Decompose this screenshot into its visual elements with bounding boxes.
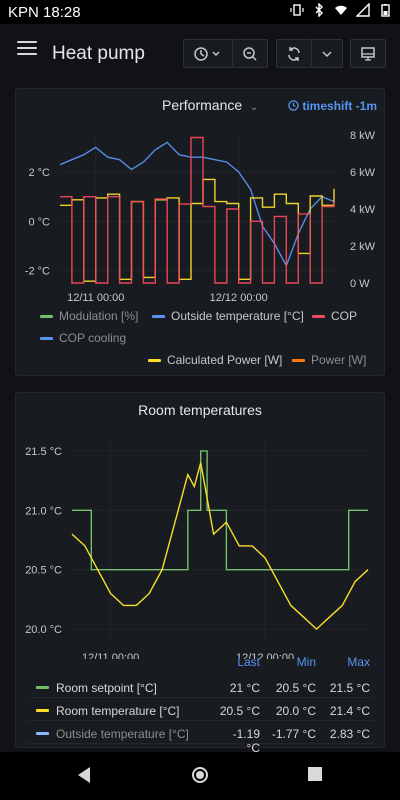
y-right-tick-label: 0 W — [350, 278, 370, 290]
performance-title[interactable]: Performance ⌄ — [162, 97, 258, 113]
y-right-tick-label: 2 kW — [350, 241, 376, 253]
legend-label: Power [W] — [311, 353, 367, 367]
table-header-last[interactable]: Last — [237, 655, 260, 669]
x-tick-label: 12/12 00:00 — [210, 292, 268, 304]
signal-icon — [356, 3, 370, 17]
room-temperatures-chart[interactable]: 21.5 °C 21.0 °C 20.5 °C 20.0 °C 12/11 00:00 1… — [16, 429, 386, 659]
legend-label: Outside temperature [°C] — [171, 309, 304, 323]
legend-label: COP — [331, 309, 358, 323]
zoom-out-icon — [243, 46, 257, 61]
refresh-button[interactable] — [276, 39, 312, 68]
legend-label: Modulation [%] — [59, 309, 139, 323]
legend-label: Calculated Power [W] — [167, 353, 283, 367]
y-tick-label: 21.5 °C — [25, 446, 62, 458]
status-bar: KPN 18:28 — [0, 0, 400, 24]
performance-title-text: Performance — [162, 97, 243, 113]
y-left-tick-label: -2 °C — [25, 266, 50, 278]
time-picker-button[interactable] — [183, 39, 233, 68]
zoom-out-button[interactable] — [232, 39, 268, 68]
value-max: 21.5 °C — [329, 681, 370, 695]
legend-row-outside-temperature[interactable]: Outside temperature [°C] -1.19 °C -1.77 … — [28, 723, 374, 755]
value-min: 20.5 °C — [275, 681, 316, 695]
room-temperatures-panel: Room temperatures 21.5 °C 21.0 °C 20.5 °C 2… — [15, 392, 386, 755]
series-line-outside-temperature-c — [59, 141, 335, 268]
clock-icon — [194, 46, 220, 61]
series-line-room-setpoint-c — [72, 450, 368, 571]
monitor-icon — [361, 46, 375, 61]
wifi-icon — [335, 5, 347, 15]
y-tick-label: 20.5 °C — [25, 565, 62, 577]
back-icon[interactable] — [76, 766, 92, 784]
x-tick-label: 12/11 00:00 — [82, 652, 139, 659]
x-tick-label: 12/12 00:00 — [236, 652, 294, 659]
legend-cop-cooling[interactable]: COP cooling — [40, 331, 126, 345]
legend-modulation[interactable]: Modulation [%] — [40, 309, 138, 323]
home-icon[interactable] — [191, 766, 209, 784]
carrier-time: KPN 18:28 — [8, 4, 81, 21]
y-left-tick-label: 0 °C — [28, 216, 50, 228]
dashboard-title: Heat pump — [52, 43, 145, 64]
table-header-max[interactable]: Max — [347, 655, 370, 669]
y-right-tick-label: 8 kW — [350, 130, 376, 142]
menu-icon[interactable] — [17, 41, 37, 57]
refresh-interval-button[interactable] — [311, 39, 343, 68]
chevron-down-icon — [322, 50, 332, 57]
legend-row-room-temperature[interactable]: Room temperature [°C] 20.5 °C 20.0 °C 21… — [28, 700, 374, 721]
clock-icon — [288, 100, 299, 111]
timeshift-text: timeshift -1m — [302, 99, 378, 113]
y-tick-label: 20.0 °C — [25, 624, 62, 636]
series-line-room-temperature-c — [71, 462, 369, 631]
value-last: 20.5 °C — [219, 704, 260, 718]
performance-chart[interactable]: 2 °C 0 °C -2 °C 8 kW 6 kW 4 kW 2 kW 0 W 12/11 00… — [16, 125, 386, 305]
legend-power[interactable]: Power [W] — [292, 353, 366, 367]
android-navbar — [0, 752, 400, 800]
room-temperatures-title: Room temperatures — [138, 402, 262, 418]
dashboard-topbar: Heat pump — [0, 24, 400, 84]
legend-row-name: Room setpoint [°C] — [56, 681, 157, 695]
x-tick-label: 12/11 00:00 — [67, 292, 124, 304]
y-tick-label: 21.0 °C — [25, 505, 62, 517]
value-max: 2.83 °C — [329, 727, 370, 741]
value-last: -1.19 °C — [232, 727, 260, 755]
table-header-min[interactable]: Min — [296, 655, 316, 669]
value-min: -1.77 °C — [271, 727, 316, 741]
legend-calculated-power[interactable]: Calculated Power [W] — [148, 353, 282, 367]
tv-mode-button[interactable] — [350, 39, 386, 68]
battery-icon — [381, 4, 390, 17]
legend-row-name: Outside temperature [°C] — [56, 727, 189, 741]
chevron-down-icon: ⌄ — [250, 102, 259, 113]
recents-icon[interactable] — [307, 766, 323, 782]
y-right-tick-label: 4 kW — [350, 204, 376, 216]
y-right-tick-label: 6 kW — [350, 167, 376, 179]
bluetooth-icon — [315, 3, 323, 17]
value-max: 21.4 °C — [329, 704, 370, 718]
y-left-tick-label: 2 °C — [28, 167, 50, 179]
value-min: 20.0 °C — [275, 704, 316, 718]
legend-row-room-setpoint[interactable]: Room setpoint [°C] 21 °C 20.5 °C 21.5 °C — [28, 677, 374, 698]
legend-cop[interactable]: COP — [312, 309, 357, 323]
performance-panel: Performance ⌄ timeshift -1m 2 °C 0 °C -2 °… — [15, 88, 385, 376]
legend-outside-temperature[interactable]: Outside temperature [°C] — [152, 309, 304, 323]
value-last: 21 °C — [229, 681, 260, 695]
timeshift-info: timeshift -1m — [288, 99, 377, 113]
vibrate-icon — [290, 4, 304, 16]
series-line-calculated-power-w — [60, 178, 335, 282]
legend-label: COP cooling — [59, 331, 127, 345]
status-icons — [290, 3, 392, 17]
legend-row-name: Room temperature [°C] — [56, 704, 180, 718]
series-line-cop — [60, 136, 335, 284]
refresh-icon — [288, 46, 300, 61]
